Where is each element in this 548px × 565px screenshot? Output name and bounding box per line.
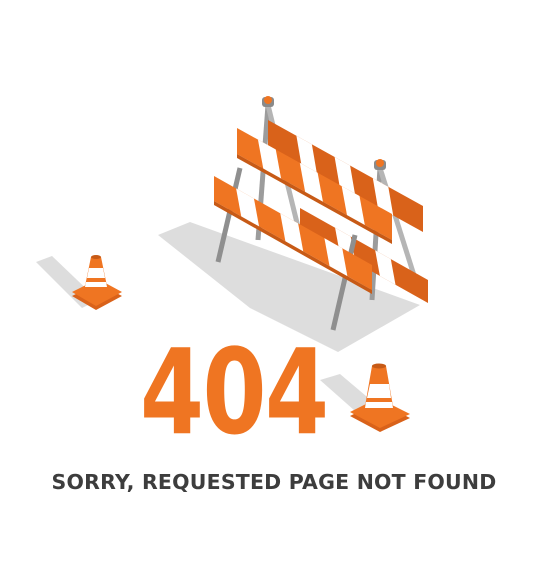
error-message: SORRY, REQUESTED PAGE NOT FOUND (51, 470, 497, 494)
traffic-cone-icon (72, 255, 122, 310)
traffic-cone-icon (350, 363, 410, 432)
error-code: 404 (140, 323, 329, 461)
barricade-shadow (158, 222, 420, 352)
